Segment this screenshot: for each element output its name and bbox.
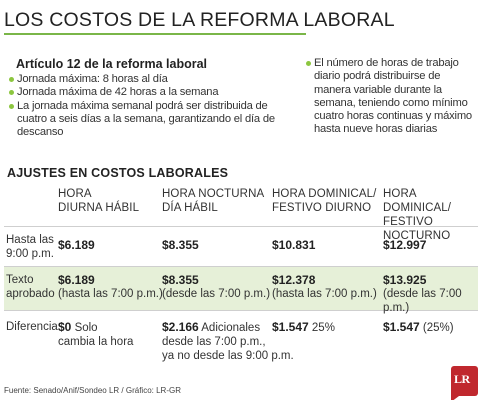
row-divider [4,310,478,311]
bullet-dot-icon [9,77,14,82]
article-bullet: Jornada máxima: 8 horas al día [9,73,291,86]
page-title: LOS COSTOS DE LA REFORMA LABORAL [4,9,395,31]
article-note: El número de horas de trabajo diario pod… [306,57,478,137]
table-cell: $1.547 (25%) [383,320,454,334]
table-cell: $8.355 (desde las 7:00 p.m.) [162,273,271,300]
column-header: HORA NOCTURNA DÍA HÁBIL [162,188,265,214]
article-bullet: Jornada máxima de 42 horas a la semana [9,86,291,99]
row-label: Texto aprobado [6,274,55,300]
row-label: Hasta las 9:00 p.m. [6,234,54,260]
table-cell: $12.997 [383,238,427,252]
table-cell: $12.378 (hasta las 7:00 p.m.) [272,273,377,300]
row-divider [4,226,478,227]
row-divider [4,266,478,267]
bullet-dot-icon [9,103,14,109]
row-label: Diferencia [6,321,58,333]
article-title: Artículo 12 de la reforma laboral [16,57,208,71]
table-cell: $13.925 (desde las 7:00 p.m.) [383,273,462,314]
table-cell: $0 Solo cambia la hora [58,320,134,348]
section-title: AJUSTES EN COSTOS LABORALES [7,166,229,180]
article-bullet-list: Jornada máxima: 8 horas al día Jornada m… [9,73,291,139]
column-header: HORA DOMINICAL/FESTIVO DIURNO [272,188,377,214]
table-cell: $8.355 [162,238,199,252]
bullet-dot-icon [9,90,14,96]
table-cell: $6.189 [58,238,95,252]
bullet-dot-icon [306,61,311,66]
table-cell: $2.166 Adicionales desde las 7:00 p.m., … [162,320,294,362]
source-caption: Fuente: Senado/Anif/Sondeo LR / Gráfico:… [4,386,181,395]
column-header: HORA DIURNA HÁBIL [58,188,140,214]
title-underline [4,33,306,35]
table-cell: $10.831 [272,238,316,252]
article-bullet: La jornada máxima semanal podrá ser dist… [9,100,291,140]
highlighted-row [4,266,478,310]
column-header: HORA DOMINICAL/FESTIVO NOCTURNO [383,188,452,242]
table-cell: $6.189 (hasta las 7:00 p.m.) [58,273,163,300]
lr-logo: LR [451,366,478,400]
table-cell: $1.547 25% [272,320,335,334]
